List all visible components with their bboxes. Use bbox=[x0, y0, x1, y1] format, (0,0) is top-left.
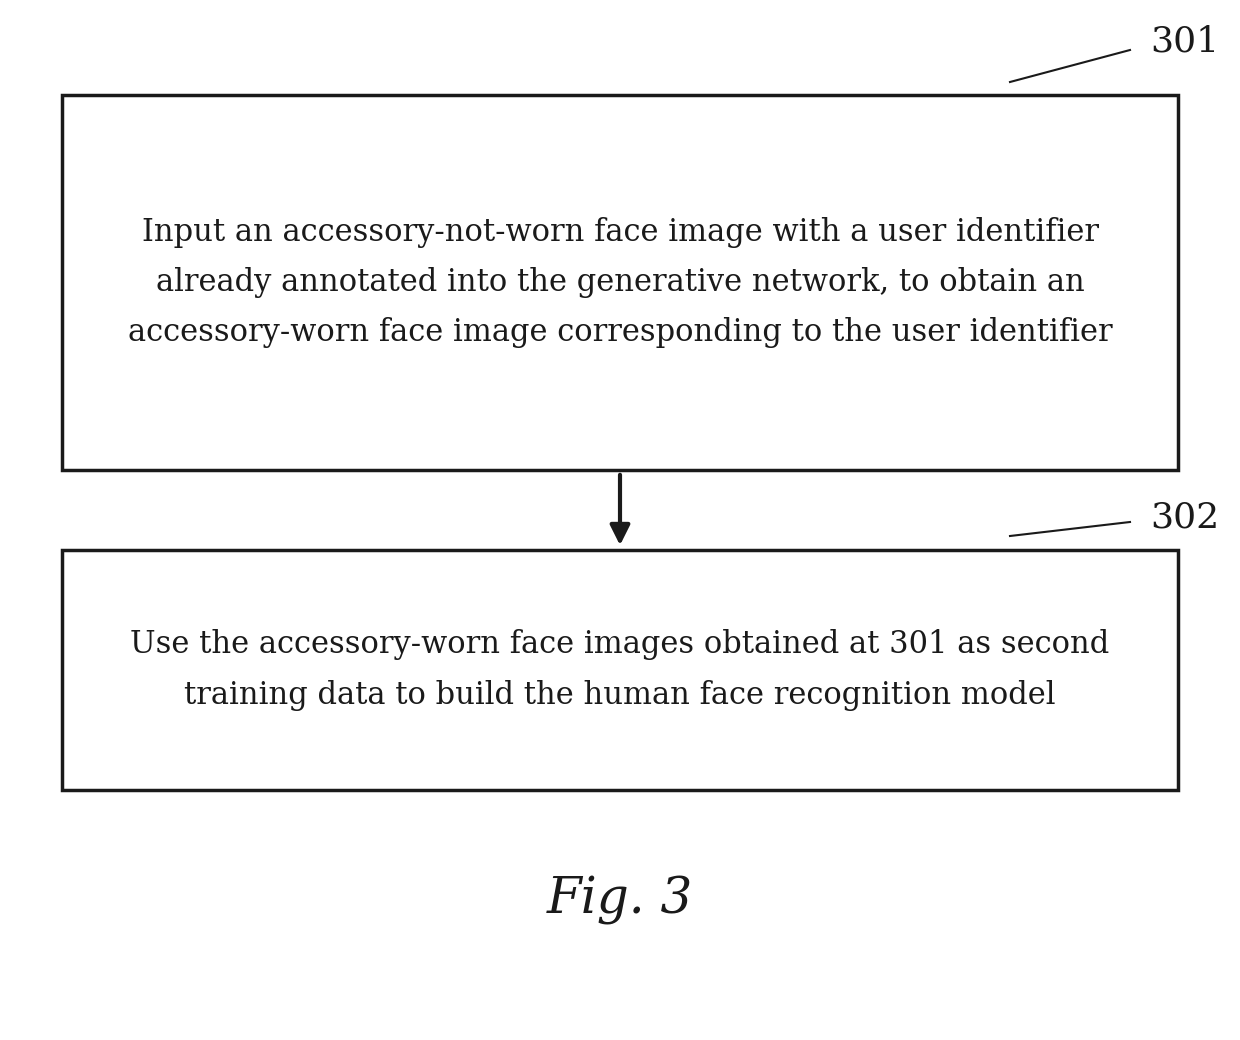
Bar bbox=[62, 550, 1178, 790]
Text: Fig. 3: Fig. 3 bbox=[547, 876, 693, 925]
Text: Use the accessory-worn face images obtained at 301 as second
training data to bu: Use the accessory-worn face images obtai… bbox=[130, 629, 1110, 710]
Text: 302: 302 bbox=[1149, 501, 1219, 535]
Text: Input an accessory-not-worn face image with a user identifier
already annotated : Input an accessory-not-worn face image w… bbox=[128, 216, 1112, 348]
Bar bbox=[62, 95, 1178, 470]
Text: 301: 301 bbox=[1149, 25, 1219, 59]
